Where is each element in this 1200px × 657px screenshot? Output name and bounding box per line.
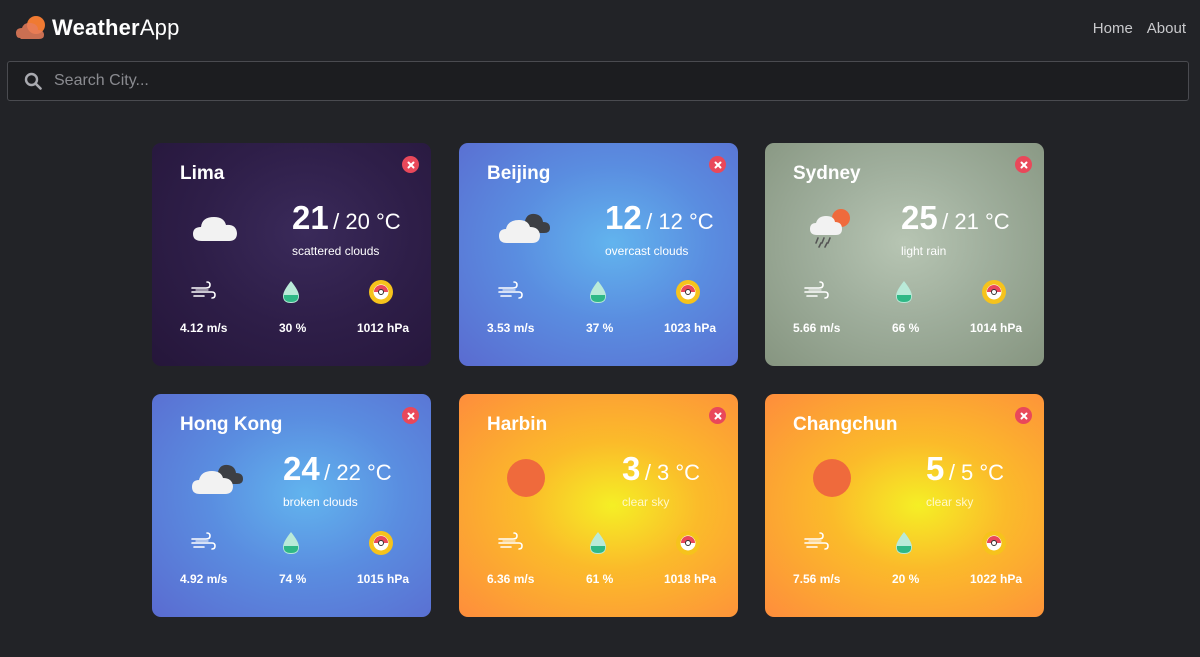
close-icon bbox=[713, 160, 723, 170]
remove-card-button[interactable] bbox=[1015, 407, 1032, 424]
wind-icon bbox=[497, 279, 523, 305]
humidity-value: 20 % bbox=[892, 572, 920, 586]
remove-card-button[interactable] bbox=[709, 407, 726, 424]
humidity-drop-icon bbox=[278, 279, 304, 305]
humidity-value: 61 % bbox=[586, 572, 614, 586]
city-name: Lima bbox=[180, 163, 225, 184]
remove-card-button[interactable] bbox=[1015, 156, 1032, 173]
temperature: 12 / 12 °C bbox=[605, 199, 714, 236]
weather-card-sydney: Sydney 25 / 21 °C light rain 5.66 m/s 66… bbox=[765, 143, 1044, 366]
wind-icon bbox=[190, 279, 216, 305]
humidity-value: 30 % bbox=[279, 321, 307, 335]
weather-description: clear sky bbox=[926, 495, 974, 509]
close-icon bbox=[1019, 411, 1029, 421]
humidity-value: 37 % bbox=[586, 321, 614, 335]
close-icon bbox=[406, 411, 416, 421]
pressure-value: 1012 hPa bbox=[357, 321, 410, 335]
remove-card-button[interactable] bbox=[402, 407, 419, 424]
weather-card-beijing: Beijing 12 / 12 °C overcast clouds 3.53 … bbox=[459, 143, 738, 366]
app-logo[interactable]: WeatherApp bbox=[14, 12, 180, 44]
pressure-icon bbox=[368, 530, 394, 556]
header: WeatherApp Home About bbox=[0, 0, 1200, 58]
broken-clouds-icon bbox=[192, 464, 243, 494]
remove-card-button[interactable] bbox=[402, 156, 419, 173]
weather-card-lima: Lima 21 / 20 °C scattered clouds 4.12 m/… bbox=[152, 143, 431, 366]
close-icon bbox=[713, 411, 723, 421]
search-input[interactable] bbox=[52, 71, 1156, 91]
weather-card-harbin: Harbin 3 / 3 °C clear sky 6.36 m/s 61 % … bbox=[459, 394, 738, 617]
city-name: Harbin bbox=[487, 414, 548, 435]
pressure-value: 1018 hPa bbox=[664, 572, 717, 586]
temperature: 21 / 20 °C bbox=[292, 199, 401, 236]
wind-speed: 3.53 m/s bbox=[487, 321, 535, 335]
humidity-drop-icon bbox=[278, 530, 304, 556]
temperature: 25 / 21 °C bbox=[901, 199, 1010, 236]
search-icon bbox=[24, 72, 42, 90]
pressure-icon bbox=[981, 279, 1007, 305]
humidity-value: 66 % bbox=[892, 321, 920, 335]
pressure-icon bbox=[981, 530, 1007, 556]
wind-speed: 4.12 m/s bbox=[180, 321, 228, 335]
sun-rain-cloud-icon bbox=[810, 209, 850, 248]
city-name: Hong Kong bbox=[180, 414, 283, 435]
sun-icon bbox=[507, 459, 545, 497]
weather-description: broken clouds bbox=[283, 495, 358, 509]
weather-card-changchun: Changchun 5 / 5 °C clear sky 7.56 m/s 20… bbox=[765, 394, 1044, 617]
city-name: Sydney bbox=[793, 163, 861, 184]
close-icon bbox=[406, 160, 416, 170]
top-nav: Home About bbox=[1093, 20, 1186, 37]
pressure-value: 1023 hPa bbox=[664, 321, 717, 335]
pressure-icon bbox=[368, 279, 394, 305]
humidity-drop-icon bbox=[891, 279, 917, 305]
pressure-value: 1014 hPa bbox=[970, 321, 1023, 335]
close-icon bbox=[1019, 160, 1029, 170]
wind-speed: 6.36 m/s bbox=[487, 572, 535, 586]
pressure-value: 1015 hPa bbox=[357, 572, 410, 586]
weather-description: overcast clouds bbox=[605, 244, 689, 258]
wind-speed: 7.56 m/s bbox=[793, 572, 841, 586]
pressure-value: 1022 hPa bbox=[970, 572, 1023, 586]
nav-home-link[interactable]: Home bbox=[1092, 20, 1133, 37]
temperature: 5 / 5 °C bbox=[926, 450, 1005, 487]
remove-card-button[interactable] bbox=[709, 156, 726, 173]
app-name: WeatherApp bbox=[52, 15, 180, 40]
city-name: Beijing bbox=[487, 163, 551, 184]
wind-icon bbox=[803, 279, 829, 305]
pressure-icon bbox=[675, 530, 701, 556]
overcast-clouds-icon bbox=[499, 213, 550, 243]
nav-about-link[interactable]: About bbox=[1146, 20, 1186, 37]
temperature: 3 / 3 °C bbox=[622, 450, 701, 487]
wind-speed: 5.66 m/s bbox=[793, 321, 841, 335]
cloud-icon bbox=[193, 217, 237, 241]
sun-icon bbox=[813, 459, 851, 497]
search-bar[interactable] bbox=[7, 61, 1189, 101]
humidity-drop-icon bbox=[891, 530, 917, 556]
wind-icon bbox=[803, 530, 829, 556]
city-name: Changchun bbox=[793, 414, 898, 435]
wind-icon bbox=[190, 530, 216, 556]
pressure-icon bbox=[675, 279, 701, 305]
logo-icon bbox=[16, 16, 45, 39]
temperature: 24 / 22 °C bbox=[283, 450, 392, 487]
humidity-drop-icon bbox=[585, 530, 611, 556]
weather-description: light rain bbox=[901, 244, 947, 258]
weather-card-hong-kong: Hong Kong 24 / 22 °C broken clouds 4.92 … bbox=[152, 394, 431, 617]
weather-description: clear sky bbox=[622, 495, 670, 509]
humidity-value: 74 % bbox=[279, 572, 307, 586]
humidity-drop-icon bbox=[585, 279, 611, 305]
weather-description: scattered clouds bbox=[292, 244, 380, 258]
wind-icon bbox=[497, 530, 523, 556]
wind-speed: 4.92 m/s bbox=[180, 572, 228, 586]
